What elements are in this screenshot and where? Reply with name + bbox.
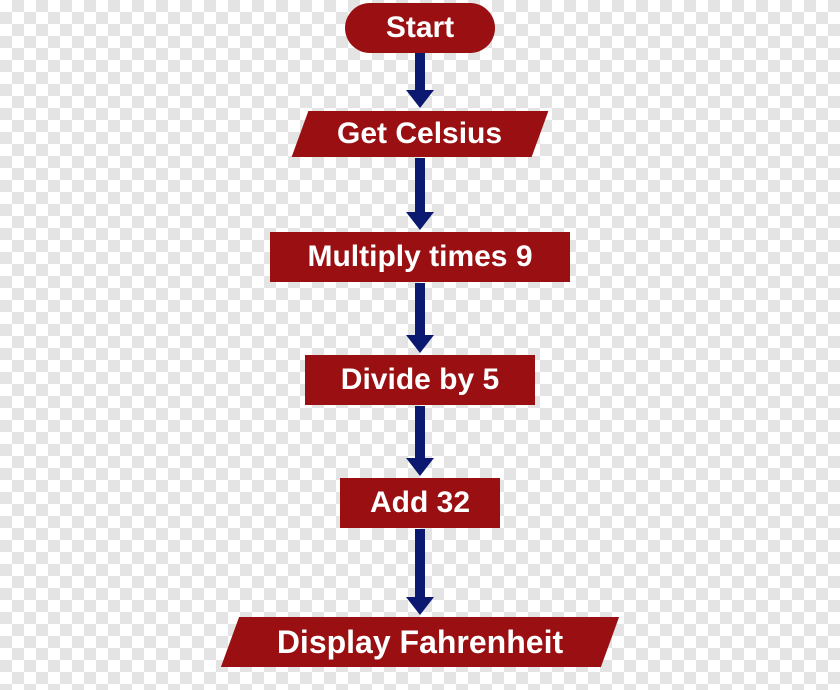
arrow-shaft xyxy=(415,406,425,458)
flow-node-start: Start xyxy=(345,3,495,53)
flow-node-label: Get Celsius xyxy=(337,117,502,151)
arrow-head-icon xyxy=(406,458,434,476)
flow-node-display: Display Fahrenheit xyxy=(221,617,619,667)
flow-node-label: Add 32 xyxy=(370,486,470,520)
flow-node-div: Divide by 5 xyxy=(305,355,535,405)
arrow-shaft xyxy=(415,53,425,90)
arrow-head-icon xyxy=(406,212,434,230)
arrow-head-icon xyxy=(406,335,434,353)
flow-node-label: Start xyxy=(386,11,454,45)
arrow-shaft xyxy=(415,283,425,335)
arrow-shaft xyxy=(415,529,425,597)
arrow-shaft xyxy=(415,158,425,212)
flow-node-mul: Multiply times 9 xyxy=(270,232,570,282)
flowchart-stage: Start Get Celsius Multiply times 9 Divide b… xyxy=(0,0,840,690)
arrow-head-icon xyxy=(406,90,434,108)
flow-node-get: Get Celsius xyxy=(292,111,549,157)
flow-node-label: Display Fahrenheit xyxy=(277,624,563,661)
arrow-head-icon xyxy=(406,597,434,615)
flow-node-add: Add 32 xyxy=(340,478,500,528)
flow-node-label: Divide by 5 xyxy=(341,363,499,397)
flow-node-label: Multiply times 9 xyxy=(307,240,532,274)
